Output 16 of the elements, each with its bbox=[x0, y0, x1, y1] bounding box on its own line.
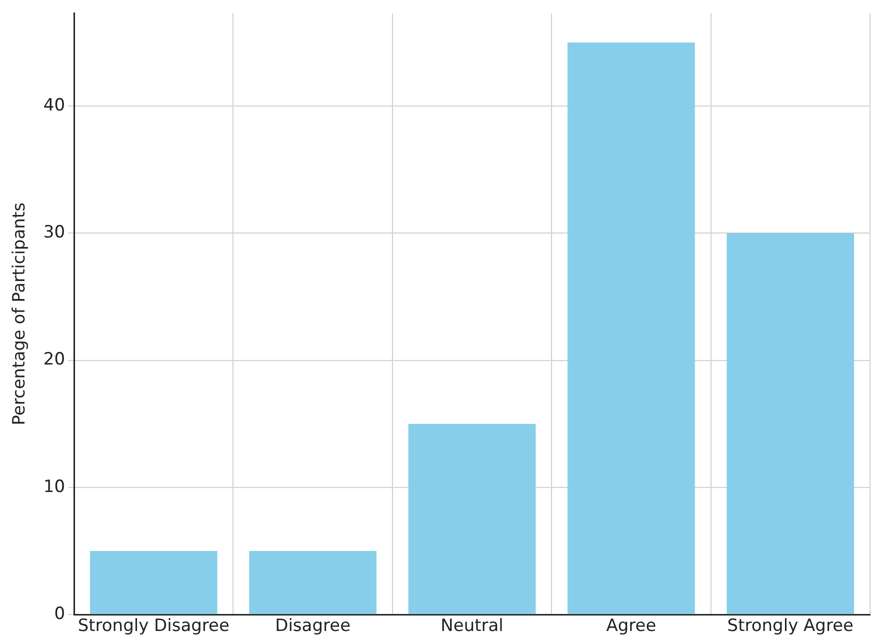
bar bbox=[568, 42, 695, 614]
x-tick-label: Agree bbox=[606, 616, 656, 636]
bar bbox=[408, 424, 536, 614]
y-tick-label: 0 bbox=[54, 604, 66, 624]
y-axis-title: Percentage of Participants bbox=[10, 202, 30, 426]
y-tick-label: 20 bbox=[43, 350, 66, 370]
bar bbox=[90, 551, 218, 614]
x-tick-label: Neutral bbox=[440, 616, 504, 636]
y-tick-label: 10 bbox=[43, 476, 66, 497]
y-tick-label: 40 bbox=[43, 95, 66, 116]
bar bbox=[726, 233, 854, 614]
x-tick-label: Strongly Disagree bbox=[78, 616, 230, 636]
y-tick-label: 30 bbox=[43, 222, 66, 243]
x-tick-label: Strongly Agree bbox=[727, 616, 854, 636]
x-tick-label: Disagree bbox=[275, 616, 351, 636]
bar bbox=[249, 551, 376, 614]
